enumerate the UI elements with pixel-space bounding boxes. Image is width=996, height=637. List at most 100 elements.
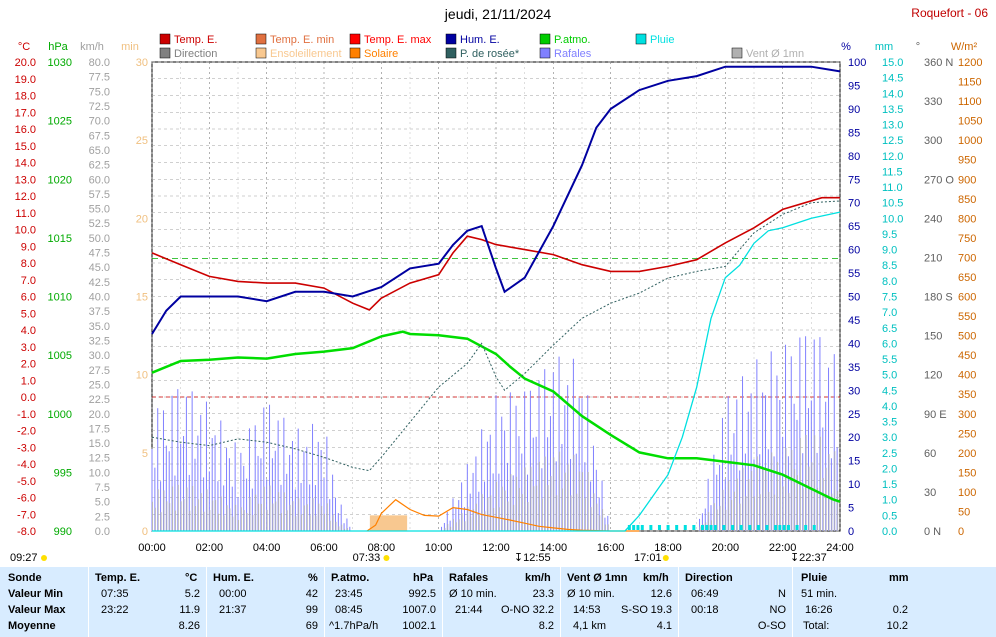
solar-tick: 0 [958,526,964,538]
min-tick: 10 [136,370,148,382]
press-tick: 1025 [48,116,72,128]
rain-tick: 0.5 [882,510,897,522]
wind-tick: 40.0 [89,292,110,304]
stats-cell: ^1.7hPa/h [329,620,379,632]
stats-col-sonde: Sonde Valeur Min Valeur Max Moyenne [0,567,88,637]
stats-cell: 42 [305,588,318,600]
stats-unit-rain: mm [889,572,909,584]
stats-cell: O-NO [501,604,530,616]
noon-label: ↧12:55 [514,552,551,564]
temp-tick: 2.0 [21,359,36,371]
wind-tick: 50.0 [89,233,110,245]
time-tick: 16:00 [597,542,625,554]
press-tick: 995 [54,467,72,479]
stats-cell: 1007.0 [402,604,436,616]
rain-rate-mark [627,525,631,530]
hum-tick: 70 [848,198,860,210]
stats-cell: 8.26 [178,620,200,632]
solar-tick: 250 [958,428,976,440]
stats-cell: 06:49 [691,588,719,600]
dir-tick: 0 N [924,526,941,538]
temp-tick: 10.0 [15,225,36,237]
stats-cell: 10.2 [886,620,908,632]
rain-rate-mark [778,525,782,530]
solar-tick: 300 [958,409,976,421]
stats-header-gust: Rafales [449,572,489,584]
wind-tick: 7.5 [95,482,110,494]
dir-tick: 150 [924,331,942,343]
temp-tick: -5.0 [17,476,36,488]
stats-unit-hum: % [308,572,318,584]
rain-tick: 10.5 [882,198,903,210]
pressure-line [151,330,841,503]
wind-tick: 67.5 [89,130,110,142]
stats-col-gust: Rafales km/h Ø 10 min. 21:44 O-NO 23.3 3… [443,567,560,637]
temp-tick: -6.0 [17,493,36,505]
rain-rate-mark [675,525,679,530]
temp-tick: -2.0 [17,426,36,438]
solar-tick: 700 [958,252,976,264]
legend-swatch [349,33,361,45]
temp-tick: 15.0 [15,141,36,153]
legend-label: Solaire [364,48,398,60]
wind-tick: 42.5 [89,277,110,289]
stats-col-press: P.atmo. hPa 23:45 08:45 ^1.7hPa/h 992.5 … [325,567,442,637]
stats-col-temp: Temp. E. °C 07:35 23:22 5.2 11.9 8.26 [89,567,206,637]
temp-tick: -4.0 [17,459,36,471]
rain-tick: 4.0 [882,401,897,413]
stats-cell: 21:37 [219,604,247,616]
stats-cell: 992.5 [408,588,436,600]
stats-cell: 00:00 [219,588,247,600]
wind-tick: 30.0 [89,350,110,362]
stats-cell: S-SO [621,604,648,616]
rain-rate-mark [649,525,653,530]
min-tick: 0 [142,526,148,538]
solar-tick: 950 [958,155,976,167]
hum-tick: 75 [848,174,860,186]
rain-tick: 14.0 [882,88,903,100]
wind-tick: 47.5 [89,248,110,260]
rain-rate-mark [804,525,808,530]
hum-tick: 35 [848,362,860,374]
rain-tick: 8.0 [882,276,897,288]
stats-cell: 4,1 km [573,620,607,632]
hum-tick: 0 [848,526,854,538]
axis-unit: °C [18,41,30,53]
dir-tick: 120 [924,370,942,382]
legend-swatch [539,33,551,45]
legend-swatch [255,33,267,45]
rain-tick: 15.0 [882,57,903,69]
press-tick: 1030 [48,57,72,69]
stats-cell: 5.2 [184,588,200,600]
dir-tick: 330 [924,96,942,108]
rain-rate-mark [636,525,640,530]
wind-tick: 37.5 [89,306,110,318]
rain-rate-mark [657,525,661,530]
stats-cell: 14:53 [573,604,601,616]
temp-tick: 19.0 [15,74,36,86]
legend-swatch [445,33,457,45]
rain-tick: 0.0 [882,526,897,538]
rain-tick: 5.5 [882,354,897,366]
wind-tick: 75.0 [89,86,110,98]
stats-cell: 19.3 [650,604,672,616]
rain-rate-mark [709,525,713,530]
stats-cell: 69 [305,620,318,632]
legend-label: Temp. E. [174,34,217,46]
rain-rate-mark [812,525,816,530]
temp-tick: 6.0 [21,292,36,304]
hum-tick: 30 [848,385,860,397]
rain-rate-mark [782,525,786,530]
solar-tick: 900 [958,174,976,186]
press-tick: 990 [54,526,72,538]
rain-rate-mark [731,525,735,530]
legend-label: Pluie [650,34,674,46]
stats-cell: 23:22 [101,604,129,616]
dir-tick: 60 [924,448,936,460]
stats-col-wind: Vent Ø 1mn km/h Ø 10 min. 14:53 S-SO 4,1… [561,567,678,637]
temp-tick: 12.0 [15,191,36,203]
chart-title: jeudi, 21/11/2024 [444,6,552,22]
sunset-label: 17:01 [634,552,662,564]
wind-tick: 27.5 [89,365,110,377]
hum-tick: 80 [848,151,860,163]
